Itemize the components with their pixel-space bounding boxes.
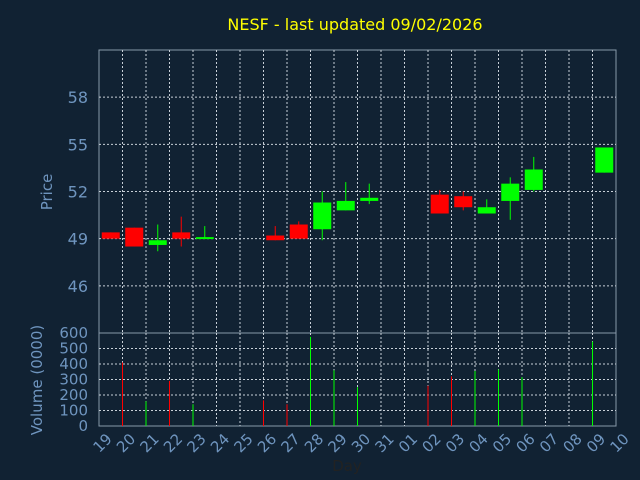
candle-body	[148, 240, 167, 245]
price-tick-label: 55	[68, 135, 88, 154]
x-tick-label: 22	[160, 430, 186, 456]
x-tick-label: 01	[395, 430, 421, 456]
volume-axis-label: Volume (0000)	[28, 325, 46, 435]
candle-body	[125, 227, 144, 247]
volume-tick-label: 300	[59, 371, 88, 389]
x-ticks: 1920212223242526272829303101020304050607…	[90, 430, 633, 456]
candle-body	[430, 194, 449, 214]
price-y-ticks: 46 49 52 55 58	[68, 88, 88, 296]
x-tick-label: 31	[372, 430, 398, 456]
x-tick-label: 03	[442, 430, 468, 456]
candle-body	[524, 169, 543, 190]
x-tick-label: 27	[278, 430, 304, 456]
x-axis-label: Day	[332, 457, 362, 475]
candle-body	[172, 232, 191, 239]
x-tick-label: 10	[607, 430, 633, 456]
candle-body	[289, 224, 308, 239]
candle-body	[101, 232, 120, 239]
candle-body	[360, 197, 379, 201]
candle-body	[595, 147, 614, 173]
volume-tick-label: 200	[59, 386, 88, 404]
volume-tick-label: 500	[59, 340, 88, 358]
candle-body	[195, 237, 214, 240]
x-tick-label: 20	[113, 430, 139, 456]
volume-bars	[122, 336, 593, 426]
price-tick-label: 52	[68, 183, 88, 202]
x-tick-label: 29	[325, 430, 351, 456]
x-tick-label: 24	[207, 430, 233, 456]
price-panel: 46 49 52 55 58 Price	[38, 49, 617, 334]
x-tick-label: 07	[536, 430, 562, 456]
x-tick-label: 08	[560, 430, 586, 456]
x-tick-label: 05	[489, 430, 515, 456]
chart-title: NESF - last updated 09/02/2026	[227, 15, 482, 34]
price-tick-label: 46	[68, 277, 88, 296]
candle-body	[477, 207, 496, 214]
x-tick-label: 28	[301, 430, 327, 456]
candle-body	[266, 235, 285, 241]
x-tick-label: 21	[137, 430, 163, 456]
volume-tick-label: 400	[59, 355, 88, 373]
candle-body	[336, 200, 355, 211]
candles	[101, 147, 614, 252]
candle-body	[501, 183, 520, 201]
price-tick-label: 49	[68, 230, 88, 249]
x-tick-label: 23	[184, 430, 210, 456]
x-tick-label: 06	[513, 430, 539, 456]
x-tick-label: 09	[583, 430, 609, 456]
volume-tick-label: 0	[78, 417, 88, 435]
price-axis-label: Price	[38, 174, 56, 211]
x-tick-label: 19	[90, 430, 116, 456]
candle-body	[313, 202, 332, 230]
candle-body	[454, 196, 473, 208]
x-tick-label: 02	[419, 430, 445, 456]
volume-tick-label: 100	[59, 402, 88, 420]
x-tick-label: 30	[348, 430, 374, 456]
volume-tick-label: 600	[59, 324, 88, 342]
price-tick-label: 58	[68, 88, 88, 107]
x-tick-label: 04	[466, 430, 492, 456]
x-tick-label: 25	[231, 430, 257, 456]
price-grid	[99, 50, 616, 333]
x-tick-label: 26	[254, 430, 280, 456]
